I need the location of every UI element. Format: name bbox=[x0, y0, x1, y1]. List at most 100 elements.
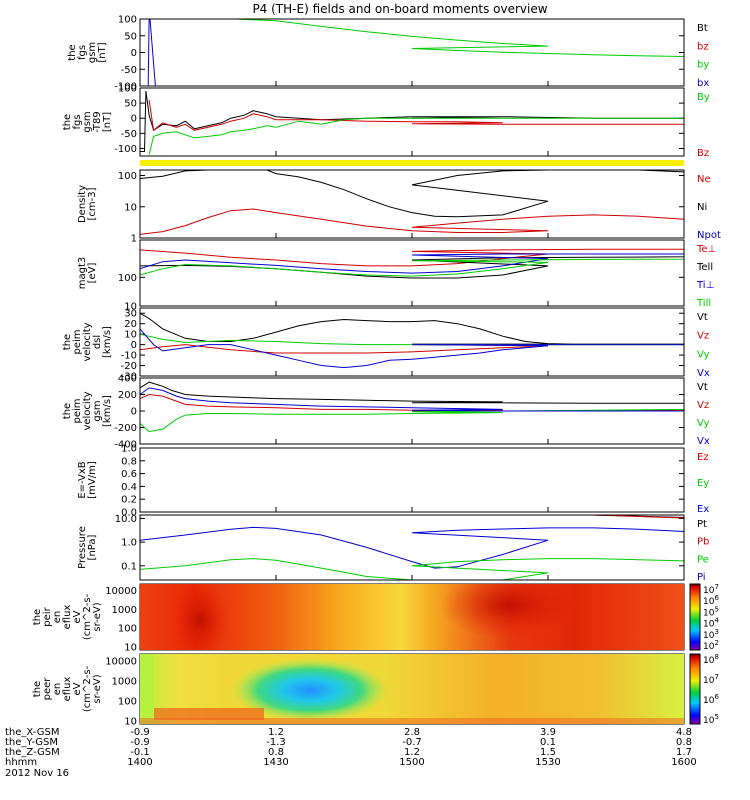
legend-Ez: Ez bbox=[697, 452, 709, 463]
xaxis-value: 1.5 bbox=[540, 747, 556, 758]
colorbar-tick: 104 bbox=[703, 617, 719, 630]
ylabel-line: [km/s] bbox=[102, 395, 113, 427]
figure-title: P4 (TH-E) fields and on-board moments ov… bbox=[252, 2, 547, 16]
ytick-label: 0.4 bbox=[121, 482, 137, 493]
ylabel-line: fgs bbox=[72, 114, 83, 129]
panel-frame bbox=[139, 447, 685, 513]
peer-colorbar bbox=[689, 653, 701, 725]
legend-Vz: Vz bbox=[697, 331, 709, 342]
xaxis-value: -0.1 bbox=[130, 747, 150, 758]
ytick-label: -20 bbox=[121, 361, 137, 372]
xaxis-row-label: hhmm bbox=[5, 757, 37, 768]
xaxis-value: 0.1 bbox=[540, 737, 556, 748]
ytick-label: 100 bbox=[118, 273, 137, 284]
ytick-label: 100 bbox=[118, 696, 137, 707]
ytick-label: 10000 bbox=[105, 656, 137, 667]
legend-Npot: Npot bbox=[697, 230, 721, 241]
ylabel-line: [nPa] bbox=[87, 534, 98, 560]
legend-by: by bbox=[697, 60, 709, 71]
ytick-label: 1000 bbox=[112, 605, 137, 616]
legend-Ex: Ex bbox=[697, 504, 709, 515]
ytick-label: 0.8 bbox=[121, 456, 137, 467]
ylabel-line: (cm^2-s- bbox=[82, 665, 93, 712]
ytick-label: 10 bbox=[124, 302, 137, 313]
legend-Tell: Tell bbox=[696, 262, 713, 273]
panel-e-field: 1.00.8 0.6 0.4 0.2 0.0 Ez Ey Ex E=-VxB [mV/m] bbox=[77, 444, 709, 519]
xaxis-value: -0.9 bbox=[130, 737, 150, 748]
legend-Vy: Vy bbox=[697, 349, 710, 360]
peer-spectrogram bbox=[140, 654, 684, 724]
panel-frame bbox=[139, 18, 685, 87]
ylabel-line: E=-VxB bbox=[77, 461, 88, 498]
ylabel-line: eV bbox=[72, 610, 83, 623]
ylabel-line: en bbox=[52, 611, 63, 624]
ylabel-line: dsl bbox=[92, 335, 103, 349]
panel-peim-velocity-gsm: 400 200 0 -200 -400 Vt Vz Vy Vx the peim velocity gs… bbox=[62, 374, 710, 451]
ylabel-line: gsm bbox=[92, 400, 103, 421]
ytick-label: 100 bbox=[118, 624, 137, 635]
ytick-label: 10 bbox=[124, 716, 137, 727]
ytick-label: 0 bbox=[131, 407, 137, 418]
series-line-by bbox=[235, 18, 685, 58]
legend-Pb: Pb bbox=[697, 537, 709, 548]
ylabel-line: sr-eV) bbox=[92, 674, 103, 703]
panel-frame bbox=[139, 514, 685, 581]
legend-Ni: Ni bbox=[697, 202, 707, 213]
xaxis-value: -0.9 bbox=[130, 727, 150, 738]
ylabel-line: en bbox=[52, 683, 63, 696]
xaxis-value: 1530 bbox=[535, 757, 560, 768]
ylabel-line: sr-eV) bbox=[92, 602, 103, 631]
xaxis-value: 1600 bbox=[671, 757, 696, 768]
xaxis-value: 4.8 bbox=[676, 727, 692, 738]
ylabel-line: the bbox=[62, 334, 73, 350]
ytick-label: 0 bbox=[131, 48, 137, 59]
ylabel-line: [nT] bbox=[97, 42, 108, 62]
peir-colorbar bbox=[689, 583, 701, 651]
ylabel-line: gsm bbox=[87, 42, 98, 63]
series-line-Ti_perp bbox=[139, 253, 685, 274]
ylabel-line: peim bbox=[72, 329, 83, 354]
ylabel-line: [eV] bbox=[87, 263, 98, 284]
ytick-label: 10 bbox=[124, 330, 137, 341]
ytick-label: -50 bbox=[121, 129, 137, 140]
ytick-label: 1 bbox=[131, 234, 137, 245]
colorbar-tick: 107 bbox=[703, 583, 719, 596]
xaxis-value: 0.8 bbox=[268, 747, 284, 758]
legend-Ti⊥: Ti⊥ bbox=[696, 280, 714, 291]
ytick-label: 50 bbox=[124, 99, 137, 110]
xaxis-value: 1500 bbox=[399, 757, 424, 768]
ylabel-line: (cm^2-s- bbox=[82, 593, 93, 640]
colorbar-tick: 103 bbox=[703, 628, 719, 641]
ytick-label: 200 bbox=[118, 390, 137, 401]
ylabel-line: eV bbox=[72, 682, 83, 695]
legend-Vt: Vt bbox=[697, 312, 708, 323]
panel-fgs-minus-t89: 100 50 0 -50 -100 By Bz the fgs gsm -T89 [nT] bbox=[62, 84, 710, 160]
series-line-black bbox=[140, 90, 684, 152]
ylabel-line: peim bbox=[72, 398, 83, 423]
ytick-label: 0 bbox=[131, 114, 137, 125]
ytick-label: -100 bbox=[114, 144, 137, 155]
series-line-Ni bbox=[139, 169, 685, 218]
panel-mag-temperature: 100 10 Te⊥ Tell Ti⊥ Till magt3 [eV] bbox=[77, 239, 716, 313]
ylabel-line: [mV/m] bbox=[87, 461, 98, 499]
ytick-label: 0.1 bbox=[121, 561, 137, 572]
xaxis-value: 1.7 bbox=[676, 747, 692, 758]
ytick-label: -50 bbox=[121, 65, 137, 76]
xaxis-value: -1.3 bbox=[266, 737, 286, 748]
xaxis-value: 2.8 bbox=[404, 727, 420, 738]
ylabel-line: velocity bbox=[82, 391, 93, 430]
legend-Ne: Ne bbox=[697, 174, 711, 185]
ytick-label: 10 bbox=[124, 202, 137, 213]
colorbar-tick: 106 bbox=[703, 594, 719, 607]
panel-density: 100 10 1 Ne Ni Npot Density [cm-3] bbox=[77, 169, 721, 245]
ylabel-line: the bbox=[67, 44, 78, 60]
legend-Pe: Pe bbox=[697, 554, 709, 565]
ylabel-line: fgs bbox=[77, 45, 88, 60]
colorbar-tick: 108 bbox=[703, 653, 719, 666]
ytick-label: 30 bbox=[124, 309, 137, 320]
series-line-Vz bbox=[139, 344, 684, 354]
xaxis-value: 1.2 bbox=[268, 727, 284, 738]
